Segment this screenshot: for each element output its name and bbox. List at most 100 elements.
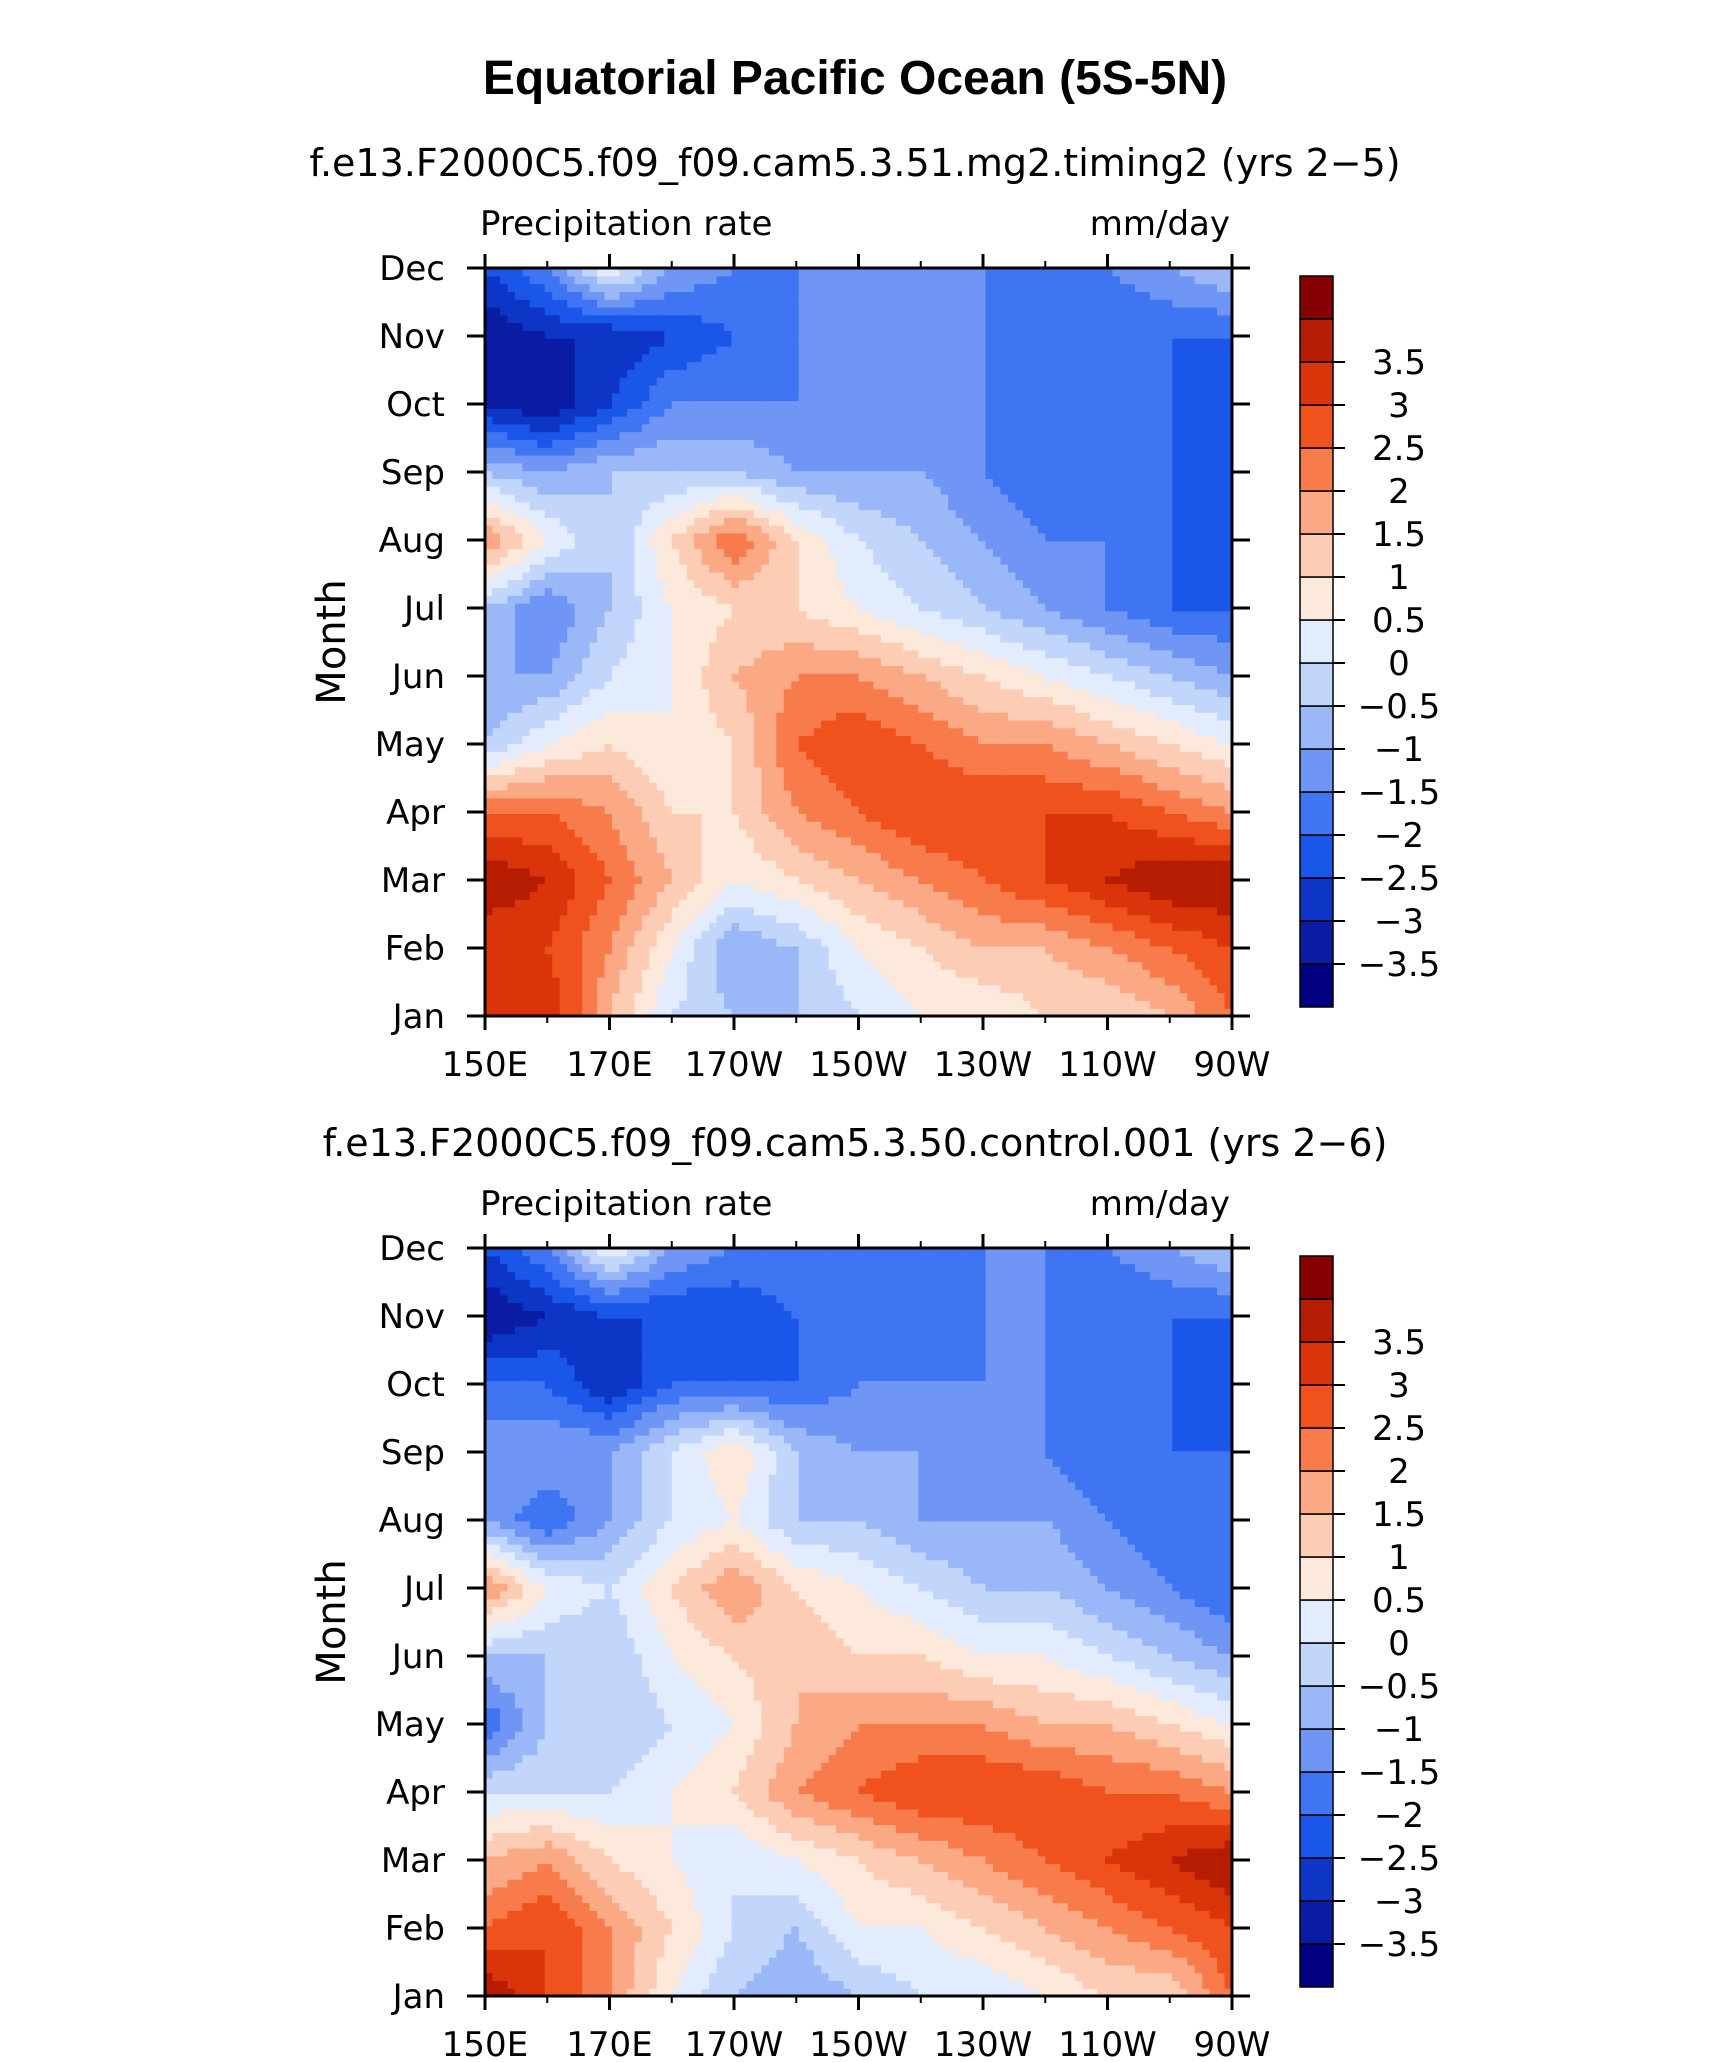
heatmap-cell	[888, 836, 897, 846]
heatmap-cell	[485, 797, 494, 807]
heatmap-cell	[1015, 634, 1024, 643]
heatmap-cell	[873, 704, 882, 713]
heatmap-cell	[1172, 774, 1181, 783]
heatmap-cell	[731, 953, 740, 963]
heatmap-cell	[529, 961, 538, 970]
heatmap-cell	[783, 673, 792, 682]
heatmap-cell	[821, 1000, 830, 1009]
heatmap-cell	[537, 727, 546, 737]
heatmap-cell	[888, 961, 897, 970]
heatmap-cell	[895, 704, 904, 713]
heatmap-cell	[918, 680, 927, 690]
heatmap-cell	[776, 906, 785, 916]
heatmap-cell	[903, 906, 912, 916]
heatmap-cell	[1187, 860, 1196, 869]
heatmap-cell	[768, 977, 777, 986]
heatmap-cell	[843, 665, 852, 674]
heatmap-cell	[955, 906, 964, 916]
heatmap-cell	[948, 1008, 957, 1016]
heatmap-cell	[567, 758, 576, 768]
heatmap-cell	[783, 680, 792, 690]
heatmap-cell	[649, 899, 658, 908]
heatmap-cell	[634, 1000, 643, 1009]
heatmap-cell	[1112, 774, 1121, 783]
heatmap-cell	[514, 642, 523, 651]
heatmap-cell	[903, 649, 912, 659]
heatmap-cell	[544, 860, 553, 869]
heatmap-cell	[858, 758, 867, 768]
heatmap-cell	[634, 680, 643, 690]
heatmap-cell	[649, 813, 658, 822]
heatmap-cell	[828, 852, 837, 861]
heatmap-cell	[574, 1000, 583, 1009]
heatmap-cell	[1000, 634, 1009, 643]
heatmap-cell	[1179, 719, 1188, 729]
heatmap-cell	[514, 704, 523, 713]
heatmap-cell	[1187, 836, 1196, 846]
heatmap-cell	[522, 844, 531, 853]
heatmap-cell	[1209, 680, 1218, 690]
heatmap-cell	[507, 836, 516, 846]
heatmap-cell	[626, 665, 635, 674]
heatmap-cell	[836, 688, 845, 698]
heatmap-cell	[1067, 883, 1076, 892]
heatmap-cell	[970, 649, 979, 659]
heatmap-cell	[1142, 797, 1151, 807]
heatmap-cell	[985, 1000, 994, 1009]
heatmap-cell	[731, 719, 740, 729]
heatmap-cell	[604, 642, 613, 651]
heatmap-cell	[656, 883, 665, 892]
heatmap-cell	[865, 657, 875, 666]
heatmap-cell	[1082, 766, 1091, 776]
heatmap-cell	[783, 719, 792, 729]
heatmap-cell	[641, 735, 650, 744]
heatmap-cell	[626, 992, 635, 1002]
heatmap-cell	[514, 1008, 523, 1016]
heatmap-cell	[1022, 680, 1031, 690]
heatmap-cell	[1217, 961, 1226, 970]
heatmap-cell	[753, 829, 762, 838]
heatmap-cell	[1000, 774, 1009, 783]
heatmap-cell	[1217, 719, 1226, 729]
heatmap-cell	[1119, 626, 1129, 635]
heatmap-cell	[664, 704, 673, 713]
heatmap-cell	[529, 969, 538, 978]
heatmap-cell	[1075, 891, 1084, 900]
heatmap-cell	[865, 953, 875, 963]
heatmap-cell	[559, 712, 568, 721]
heatmap-cell	[873, 673, 882, 682]
heatmap-cell	[970, 719, 979, 729]
heatmap-cell	[522, 673, 531, 682]
heatmap-cell	[1052, 774, 1061, 783]
heatmap-cell	[567, 688, 576, 698]
heatmap-cell	[1022, 626, 1031, 635]
heatmap-cell	[753, 852, 762, 861]
heatmap-cell	[1000, 836, 1009, 846]
heatmap-cell	[746, 899, 755, 908]
heatmap-cell	[1164, 883, 1173, 892]
heatmap-cell	[828, 735, 837, 744]
heatmap-cell	[567, 844, 576, 853]
heatmap-cell	[880, 984, 889, 994]
heatmap-cell	[664, 852, 673, 861]
heatmap-cell	[940, 805, 949, 815]
heatmap-cell	[694, 852, 703, 861]
heatmap-cell	[485, 751, 494, 760]
heatmap-cell	[1052, 735, 1061, 744]
heatmap-cell	[671, 688, 680, 698]
heatmap-cell	[694, 891, 703, 900]
heatmap-cell	[1030, 719, 1039, 729]
heatmap-cell	[1194, 797, 1203, 807]
heatmap-cell	[933, 883, 942, 892]
heatmap-cell	[485, 774, 494, 783]
heatmap-cell	[963, 719, 972, 729]
heatmap-cell	[753, 883, 762, 892]
heatmap-cell	[694, 883, 703, 892]
heatmap-cell	[806, 883, 815, 892]
heatmap-cell	[574, 790, 583, 799]
heatmap-cell	[761, 790, 770, 799]
heatmap-cell	[1067, 1008, 1076, 1016]
heatmap-cell	[1022, 1000, 1031, 1009]
heatmap-cell	[753, 867, 762, 877]
heatmap-cell	[1224, 680, 1232, 690]
